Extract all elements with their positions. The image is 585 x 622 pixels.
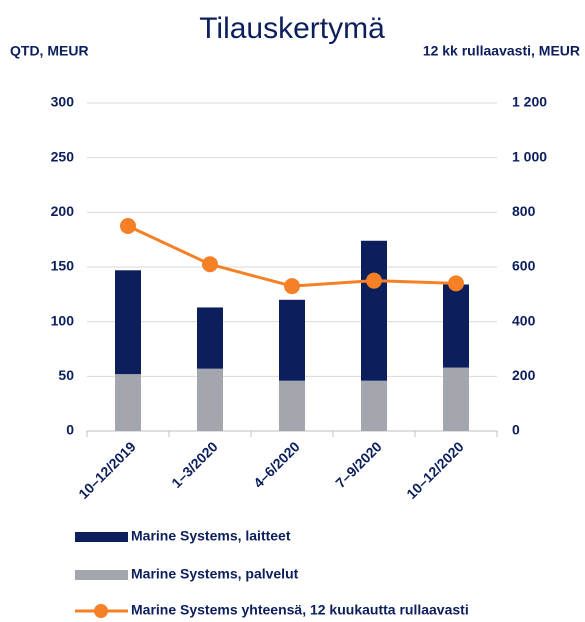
legend-label: Marine Systems, laitteet	[131, 528, 291, 544]
y2-tick-label: 400	[512, 312, 536, 328]
legend-label: Marine Systems yhteensä, 12 kuukautta ru…	[131, 602, 469, 618]
chart-title: Tilauskertymä	[199, 12, 385, 45]
y-tick-label: 200	[51, 203, 75, 219]
line	[127, 224, 457, 288]
legend-label: Marine Systems, palvelut	[131, 566, 299, 582]
y-axis-label: QTD, MEUR	[10, 43, 89, 59]
bar	[361, 240, 387, 381]
y-tick-label: 300	[51, 94, 75, 110]
y-tick-label: 150	[51, 258, 75, 274]
line-marker	[366, 272, 382, 289]
x-tick-label: 1–3/2020	[168, 438, 221, 491]
bar	[443, 284, 469, 368]
bar	[443, 367, 469, 431]
line-marker	[120, 218, 136, 234]
y-tick-label: 100	[51, 312, 75, 328]
bar	[197, 368, 223, 431]
y-tick-label: 0	[66, 422, 74, 438]
legend-swatch	[75, 570, 128, 580]
line-marker	[284, 278, 300, 295]
legend-swatch	[94, 604, 108, 618]
bar	[279, 299, 305, 381]
x-tick-label: 10–12/2020	[403, 438, 467, 502]
y2-tick-label: 0	[512, 422, 520, 438]
y2-tick-label: 800	[512, 203, 536, 219]
y2-tick-label: 600	[512, 258, 536, 274]
y2-axis-label: 12 kk rullaavasti, MEUR	[423, 43, 580, 59]
y2-tick-label: 1 000	[512, 148, 547, 164]
x-tick-label: 7–9/2020	[332, 438, 385, 491]
legend-swatch	[75, 532, 128, 542]
y-tick-label: 250	[51, 148, 75, 164]
y-tick-label: 50	[58, 367, 74, 383]
x-tick-label: 10–12/2019	[75, 438, 139, 502]
y2-tick-label: 200	[512, 367, 536, 383]
bar	[279, 380, 305, 431]
y2-tick-label: 1 200	[512, 94, 547, 110]
bar	[197, 307, 223, 369]
bar	[115, 374, 141, 431]
line-marker	[448, 275, 464, 292]
line-marker	[202, 256, 218, 273]
x-tick-label: 4–6/2020	[250, 438, 303, 491]
bar	[361, 380, 387, 431]
bar	[115, 270, 141, 375]
